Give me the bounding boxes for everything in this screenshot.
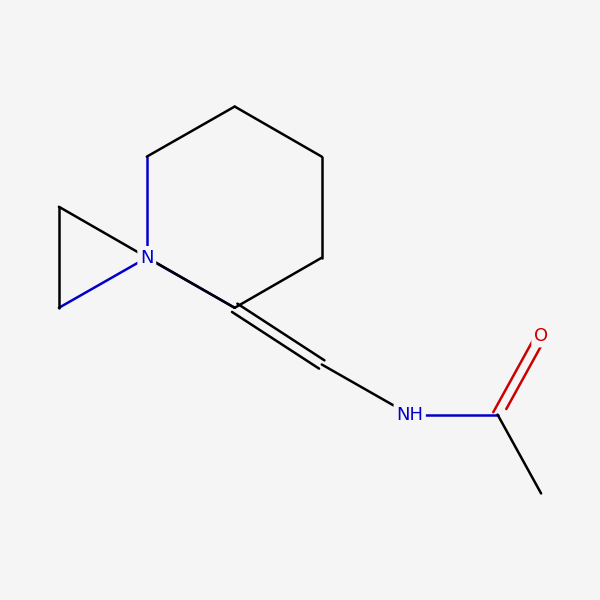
Text: NH: NH: [396, 406, 423, 424]
Text: O: O: [534, 327, 548, 345]
Text: N: N: [140, 248, 154, 266]
